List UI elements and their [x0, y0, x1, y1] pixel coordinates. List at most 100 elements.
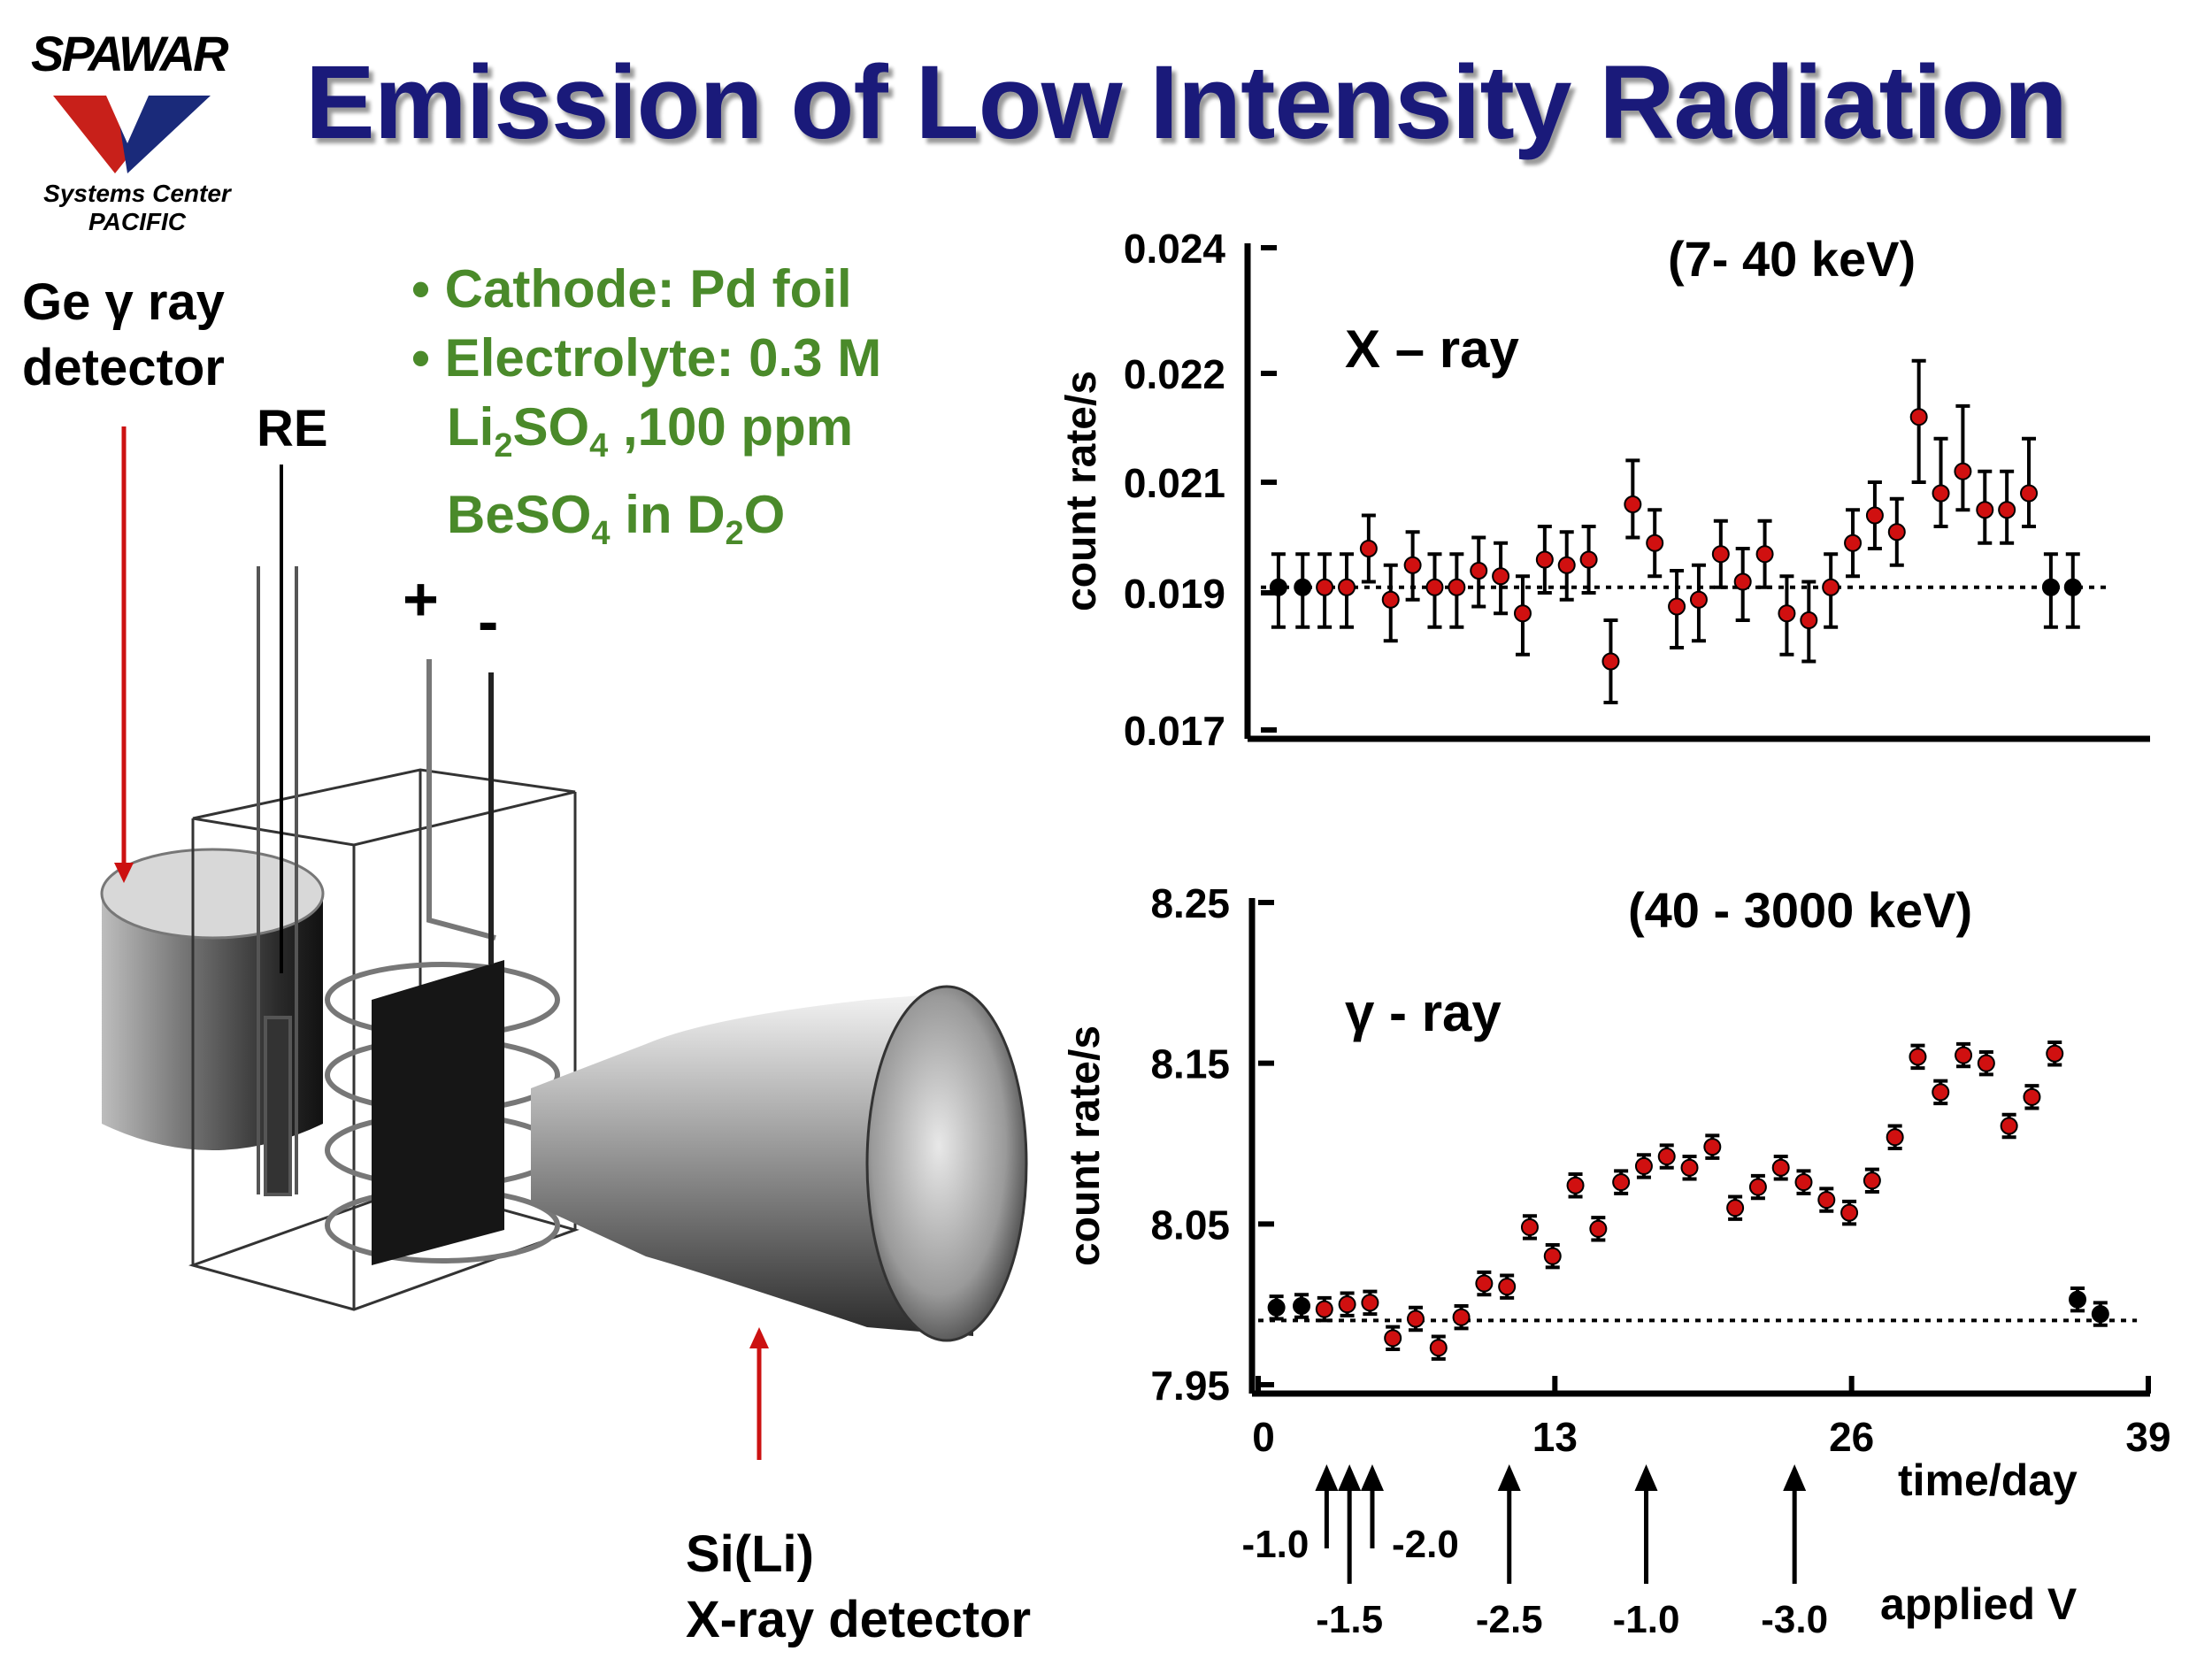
- gamma-xlabel: time/day: [1898, 1455, 2078, 1505]
- condition-electrolyte-line3: BeSO4 in D2O: [447, 485, 786, 552]
- minus-label: -: [478, 587, 499, 656]
- c2-data-point: [1932, 1083, 1950, 1102]
- applied-v-arrowhead-icon: [1338, 1464, 1362, 1491]
- c1-data-point: [1492, 567, 1510, 586]
- c2-data-point: [1703, 1138, 1722, 1156]
- applied-v-arrowhead-icon: [1315, 1464, 1339, 1491]
- c2-data-point: [1977, 1054, 1995, 1072]
- applied-v-value: -2.0: [1392, 1523, 1459, 1566]
- c1-data-point: [1557, 556, 1576, 574]
- c2-xtick-label: 13: [1532, 1414, 1578, 1460]
- c1-data-point: [1822, 578, 1840, 596]
- c1-data-point: [1954, 462, 1972, 480]
- logo-subtitle: Systems Center PACIFIC: [43, 180, 231, 235]
- c1-data-point: [1844, 534, 1863, 552]
- c1-data-point: [2020, 484, 2039, 503]
- c2-data-point: [1429, 1339, 1448, 1357]
- c2-data-point: [1384, 1329, 1402, 1348]
- c2-data-point: [1498, 1278, 1517, 1296]
- re-label: RE: [257, 400, 328, 457]
- c2-data-point: [1452, 1308, 1471, 1326]
- si-pointer-arrow: [749, 1327, 769, 1460]
- c2-ytick-label: 8.15: [1150, 1041, 1230, 1087]
- reference-electrode: [257, 566, 298, 1196]
- c1-data-point: [1381, 590, 1400, 609]
- c1-data-point: [1425, 578, 1444, 596]
- conditions-list: • Cathode: Pd foil • Electrolyte: 0.3 M …: [411, 255, 881, 568]
- xray-annotation: X – ray: [1345, 319, 1519, 379]
- c2-xtick-label: 0: [1252, 1414, 1275, 1460]
- c2-data-point: [1520, 1217, 1539, 1236]
- logo-chevron-icon: [53, 96, 211, 173]
- c2-data-point: [1612, 1173, 1631, 1192]
- condition-electrolyte: • Electrolyte: 0.3 M: [411, 328, 882, 388]
- c2-data-point: [1680, 1158, 1699, 1177]
- c1-ytick-label: 0.019: [1124, 571, 1225, 617]
- c2-data-point: [2091, 1305, 2109, 1324]
- c1-data-point: [1932, 484, 1950, 503]
- xray-chart-title: (7- 40 keV): [1668, 231, 1916, 287]
- c1-data-point: [1778, 604, 1796, 623]
- c1-data-point: [2063, 578, 2082, 596]
- xray-chart: 0.024 0.022 0.021 0.019 0.017 (7- 40 keV) X …: [1058, 226, 2150, 754]
- gamma-axes: [1248, 898, 2150, 1397]
- c1-data-point: [1316, 578, 1334, 596]
- c1-ytick-label: 0.022: [1124, 351, 1225, 397]
- logo-wordmark: SPAWAR: [31, 26, 229, 81]
- c1-data-point: [1711, 545, 1730, 564]
- applied-v-arrowhead-icon: [1783, 1464, 1807, 1491]
- c2-ytick-label: 7.95: [1150, 1363, 1230, 1409]
- c1-data-point: [1646, 534, 1664, 552]
- c2-data-point: [1863, 1171, 1881, 1190]
- ge-detector-label: Ge γ ray detector: [22, 273, 225, 396]
- ge-pointer-arrow: [114, 426, 134, 883]
- applied-v-value: -2.5: [1476, 1598, 1543, 1641]
- condition-electrolyte-line2: Li2SO4 ,100 ppm: [447, 397, 854, 465]
- pd-foil-cathode: [372, 960, 504, 1265]
- gamma-annotation: γ - ray: [1345, 983, 1502, 1042]
- gamma-chart: 8.258.158.057.95 0 13 26 39 -1.0-1.5-2.0-2.…: [1062, 880, 2171, 1641]
- c2-data-point: [1361, 1294, 1379, 1312]
- c2-data-point: [1267, 1298, 1286, 1317]
- page-title: Emission of Low Intensity Radiation: [305, 44, 2068, 161]
- c2-data-point: [1886, 1128, 1904, 1147]
- applied-v-value: -1.0: [1613, 1598, 1680, 1641]
- c1-data-point: [1887, 523, 1906, 541]
- applied-v-value: -1.0: [1242, 1523, 1310, 1566]
- gamma-ylabel: count rate/s: [1062, 1025, 1109, 1266]
- gamma-chart-title: (40 - 3000 keV): [1628, 882, 1972, 938]
- c1-data-point: [1513, 604, 1532, 623]
- c1-data-point: [1535, 550, 1554, 569]
- c2-xtick-label: 26: [1829, 1414, 1874, 1460]
- c2-data-point: [1293, 1296, 1311, 1315]
- c2-data-point: [1406, 1310, 1425, 1328]
- applied-v-label: applied V: [1880, 1579, 2078, 1629]
- c1-data-point: [1909, 408, 1928, 426]
- c1-data-point: [1998, 501, 2016, 519]
- c2-data-point: [1589, 1219, 1608, 1238]
- c1-data-point: [1338, 578, 1356, 596]
- applied-v-arrowhead-icon: [1634, 1464, 1658, 1491]
- c1-data-point: [1668, 597, 1686, 616]
- c1-data-point: [1865, 506, 1884, 525]
- applied-v-arrowhead-icon: [1497, 1464, 1521, 1491]
- c1-data-point: [1800, 611, 1818, 629]
- c2-data-point: [2023, 1087, 2041, 1106]
- c2-data-point: [1726, 1199, 1745, 1217]
- c2-xtick-label: 39: [2125, 1414, 2170, 1460]
- c2-data-point: [1794, 1173, 1813, 1192]
- c1-ytick-label: 0.024: [1124, 226, 1226, 272]
- c2-data-point: [1315, 1300, 1333, 1318]
- c2-data-point: [1840, 1203, 1859, 1222]
- c1-ytick-label: 0.017: [1124, 708, 1225, 754]
- c2-data-point: [2000, 1117, 2018, 1135]
- c2-data-point: [2046, 1044, 2064, 1063]
- c2-data-point: [1657, 1148, 1676, 1166]
- applied-v-arrowhead-icon: [1360, 1464, 1384, 1491]
- c1-data-point: [1733, 572, 1752, 591]
- si-detector-cylinder: [531, 985, 1028, 1342]
- c1-data-point: [1448, 578, 1466, 596]
- c1-ytick-label: 0.021: [1124, 460, 1225, 506]
- c2-data-point: [1955, 1046, 1973, 1064]
- plus-label: +: [403, 565, 439, 634]
